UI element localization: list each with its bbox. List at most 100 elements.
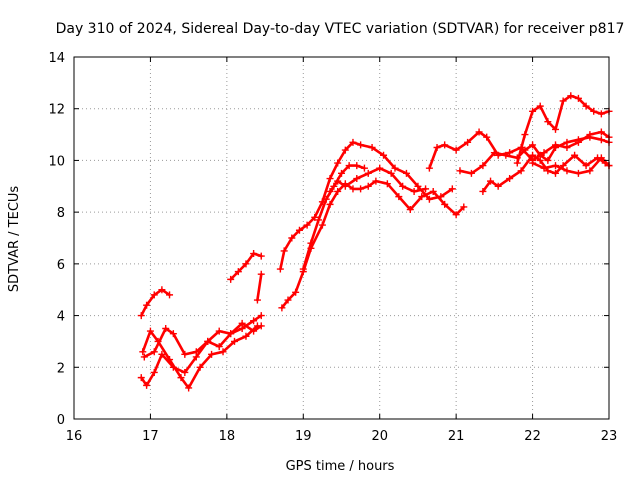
data-point [162,325,170,332]
x-tick-label: 17 [142,429,159,444]
data-point [192,348,200,356]
data-point [150,348,158,356]
x-tick-label: 18 [219,429,236,444]
data-point [158,350,166,358]
data-point [318,198,326,206]
data-point [311,213,319,221]
data-point [425,164,433,172]
data-point [322,195,330,203]
data-point [559,162,567,170]
data-point [257,312,265,320]
data-point [307,239,315,247]
data-point [544,118,552,126]
data-point [257,270,265,278]
data-point [506,149,514,157]
series-line [256,272,263,302]
data-point [334,187,342,195]
x-tick-label: 21 [448,429,465,444]
data-point [303,221,311,229]
data-point [181,350,189,358]
data-point [414,182,422,190]
data-point [318,221,326,229]
data-point [552,125,559,133]
data-point [341,182,349,190]
data-point [422,185,430,193]
data-point [231,337,238,345]
data-point [467,169,475,177]
series-line [141,324,259,390]
x-axis-label: GPS time / hours [286,459,395,474]
data-point [529,151,537,159]
data-point [146,327,154,335]
data-point [487,177,495,185]
data-point [250,250,258,258]
data-point [143,301,151,309]
data-point [544,167,552,175]
y-tick-label: 8 [57,206,65,221]
data-point [483,133,491,141]
data-point [150,368,158,376]
data-point [433,144,441,151]
data-point [563,167,571,175]
y-tick-label: 2 [57,361,65,376]
data-point [345,162,353,170]
series-line [515,94,611,165]
data-point [368,144,376,151]
data-point [506,175,514,183]
data-point [552,169,559,177]
data-point [597,110,605,118]
chart-title: Day 310 of 2024, Sidereal Day-to-day VTE… [56,21,625,37]
data-point [253,296,261,304]
data-point [460,203,468,211]
data-point [521,131,529,139]
y-tick-label: 12 [48,103,65,118]
data-point [326,175,334,183]
data-point [441,200,449,208]
data-point [452,211,460,219]
data-point [280,247,288,255]
data-point [574,94,582,102]
data-point [143,381,151,389]
data-point [456,167,464,175]
data-point [391,164,399,172]
x-tick-label: 20 [371,429,388,444]
data-point [315,216,323,224]
data-point [418,193,426,201]
data-point [242,260,250,268]
data-point [349,138,357,146]
y-axis-label: SDTVAR / TECUs [7,186,22,293]
x-tick-label: 23 [601,429,618,444]
data-point [196,363,204,371]
data-point [406,206,414,214]
data-point [338,169,345,177]
data-point [330,182,338,190]
data-point [552,162,559,170]
data-point [353,175,361,183]
data-point [341,146,349,154]
data-point [387,169,395,177]
y-tick-label: 6 [57,258,65,273]
data-point [219,348,227,356]
data-point [169,363,177,371]
x-tick-labels: 16 17 18 19 20 21 22 23 [66,429,618,444]
data-point [479,162,487,170]
data-point [208,350,216,358]
plot-frame [73,56,610,420]
data-point [552,144,559,151]
data-point [574,169,582,177]
grid [74,57,609,419]
data-point [475,128,483,136]
data-point [452,146,460,154]
data-point [295,226,303,234]
data-point [517,144,525,151]
data-point [448,185,456,193]
data-point [257,252,265,260]
data-point [334,177,342,185]
data-point [364,182,372,190]
data-point [139,348,147,356]
data-point [364,169,372,177]
data-point [402,169,410,177]
data-point [536,102,544,110]
data-point [464,138,472,146]
data-point [544,156,552,164]
